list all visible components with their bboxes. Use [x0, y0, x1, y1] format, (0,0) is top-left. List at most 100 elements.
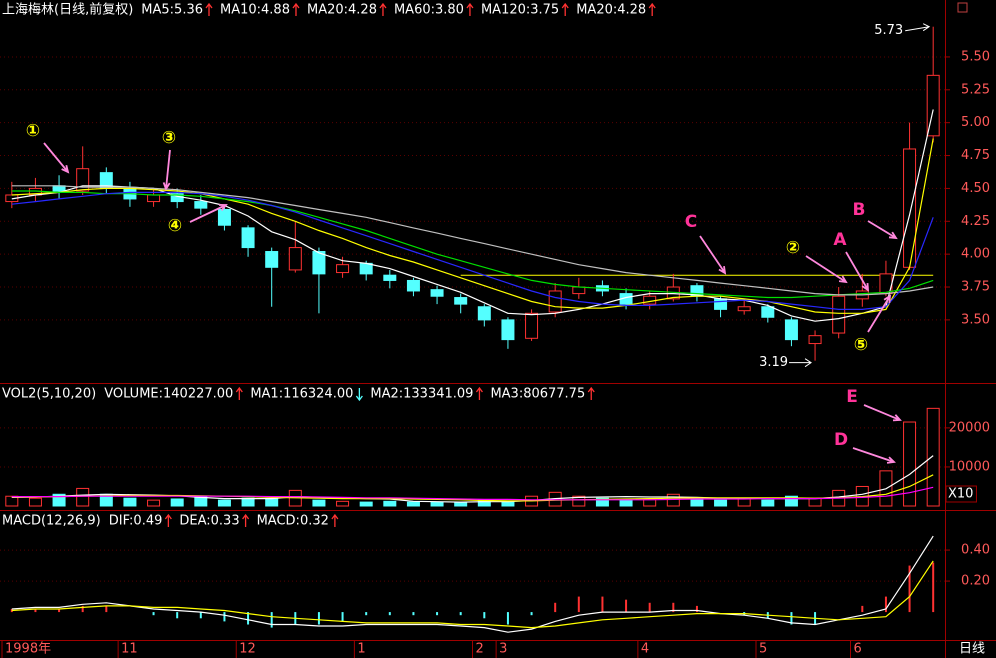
legend-entry: MA10:4.88	[220, 3, 290, 18]
legend-entry: MA5:5.36	[141, 3, 203, 18]
legend-entry: DEA:0.33	[179, 514, 239, 529]
ma-line	[11, 190, 934, 299]
legend-entry: MA20:4.28	[307, 3, 377, 18]
y-tick-label: 4.25	[961, 214, 990, 229]
y-tick-label: 4.75	[961, 148, 990, 163]
ma-line	[11, 138, 934, 314]
annotation-arrow	[189, 204, 228, 223]
annotation-arrow	[162, 149, 171, 192]
volume-bar	[170, 498, 184, 507]
candle-body	[454, 297, 468, 305]
volume-bar	[595, 497, 609, 507]
candle-body	[714, 298, 728, 310]
y-tick-label: 5.25	[961, 82, 990, 97]
y-tick-label: 0.20	[961, 574, 990, 589]
annotation-arrow	[699, 235, 727, 275]
volume-bar	[52, 493, 66, 507]
candle-body	[643, 295, 657, 305]
candle-body	[265, 251, 279, 268]
trend-arrow	[379, 2, 387, 16]
volume-bar	[666, 493, 680, 507]
y-tick-label: 4.50	[961, 181, 990, 196]
volume-ma-line	[11, 474, 934, 502]
volume-bar	[406, 501, 420, 507]
candle-body	[194, 201, 208, 209]
macd-line	[11, 535, 934, 633]
volume-bar	[926, 407, 940, 507]
candle-body	[217, 208, 231, 226]
annotation: A	[833, 230, 847, 250]
annotation: ②	[786, 238, 800, 258]
candle-body	[761, 306, 775, 318]
y-tick-label: 3.75	[961, 280, 990, 295]
high-label: 5.73	[874, 23, 903, 38]
y-tick-label: 5.50	[961, 49, 990, 64]
volume-bar	[359, 501, 373, 507]
legend-title: VOL2(5,10,20)	[2, 387, 96, 402]
volume-bar	[76, 487, 90, 507]
volume-bar	[147, 499, 161, 507]
trend-arrow	[331, 513, 339, 527]
unit-box	[945, 485, 977, 503]
legend-title: 上海梅林(日线,前复权)	[2, 2, 133, 18]
annotation-arrow	[863, 404, 902, 422]
volume-bar	[784, 495, 798, 507]
candle-body	[147, 194, 161, 203]
annotation-arrow	[43, 142, 70, 174]
volume-bar	[241, 497, 255, 507]
volume-bar	[265, 498, 279, 507]
candle-body	[312, 251, 326, 275]
annotation: ③	[162, 128, 176, 148]
trend-arrow	[466, 2, 474, 16]
volume-bar	[217, 499, 231, 507]
y-tick-label: 3.50	[961, 312, 990, 327]
trend-arrow	[475, 386, 483, 400]
legend-entry: VOLUME:140227.00	[104, 387, 233, 402]
trend-arrow	[242, 513, 250, 527]
y-tick-label: 5.00	[961, 115, 990, 130]
window-icon[interactable]	[957, 2, 968, 13]
trend-arrow	[587, 386, 595, 400]
annotation: C	[685, 212, 697, 232]
annotation: ⑤	[854, 335, 868, 355]
legend-entry: MA3:80677.75	[490, 387, 585, 402]
candle-body	[832, 295, 846, 334]
annotation-arrow	[805, 255, 848, 284]
legend-entry: MA2:133341.09	[370, 387, 473, 402]
volume-bar	[737, 498, 751, 507]
volume-bar	[454, 502, 468, 507]
high-arrow	[905, 23, 931, 32]
volume-ma-line	[11, 486, 934, 501]
candle-body	[406, 279, 420, 292]
annotation: ①	[26, 121, 40, 141]
y-tick-label: 10000	[949, 459, 990, 474]
candle-body	[430, 289, 444, 297]
x-tick-label: 1	[357, 642, 365, 657]
trend-arrow	[235, 386, 243, 400]
legend-entry: MA120:3.75	[481, 3, 559, 18]
candle-body	[784, 319, 798, 341]
volume-bar	[761, 499, 775, 507]
legend-entry: MA1:116324.00	[250, 387, 353, 402]
legend-entry: DIF:0.49	[109, 514, 163, 529]
legend-entry: MA20:4.28	[576, 3, 646, 18]
volume-bar	[430, 501, 444, 507]
y-tick-label: 20000	[949, 420, 990, 435]
annotation-arrow	[852, 447, 896, 464]
volume-bar	[619, 499, 633, 507]
volume-bar	[123, 497, 137, 507]
candle-body	[501, 319, 515, 341]
candle-body	[477, 306, 491, 321]
x-tick-label: 5	[759, 642, 767, 657]
volume-bar	[336, 500, 350, 507]
candle-body	[903, 148, 917, 268]
volume-bar	[808, 497, 822, 507]
volume-bar	[714, 499, 728, 507]
x-tick-label: 11	[121, 642, 138, 657]
macd-line	[11, 560, 934, 629]
volume-bar	[383, 500, 397, 507]
trend-arrow	[561, 2, 569, 16]
annotation: E	[846, 387, 858, 407]
